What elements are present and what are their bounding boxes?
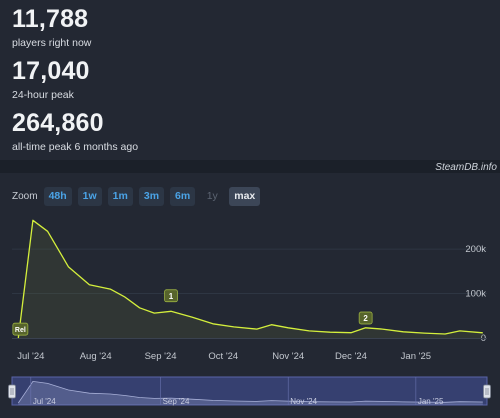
navigator-right-handle[interactable] (483, 384, 491, 399)
x-tick-label: Nov '24 (272, 351, 304, 362)
zoom-1w-button[interactable]: 1w (77, 186, 102, 206)
y-tick-label: 200k (465, 244, 486, 255)
navigator-series-line (17, 380, 483, 404)
annotation-label: 1 (169, 292, 174, 301)
annotation-box (12, 322, 29, 336)
zoom-1y-button: 1y (206, 190, 218, 202)
chart-panel: Zoom 48h 1w 1m 3m 6m 1y max 0 100k 200k Jul '24 Au… (0, 173, 500, 418)
current-players-label: players right now (12, 37, 92, 49)
annotation-flag[interactable]: 1 (164, 289, 178, 303)
zoom-3m-button[interactable]: 3m (138, 186, 165, 206)
series-area (18, 220, 483, 338)
all-time-peak-value: 264,860 (12, 109, 104, 137)
steamdb-credit-link[interactable]: SteamDB.info (435, 162, 497, 173)
current-players-stat: 11,788 players right now (12, 5, 92, 50)
zoom-48h-button[interactable]: 48h (43, 186, 72, 206)
zoom-label: Zoom (12, 190, 38, 202)
navigator-left-handle[interactable] (8, 384, 16, 399)
current-players-value: 11,788 (12, 5, 89, 33)
annotation-flag[interactable]: 2 (358, 311, 373, 325)
y-tick-label: 100k (465, 289, 486, 300)
zoom-bar: Zoom 48h 1w 1m 3m 6m 1y max (12, 186, 266, 206)
x-tick-label: Jul '24 (17, 351, 44, 362)
all-time-peak-label: all-time peak 6 months ago (12, 141, 139, 153)
annotation-label: Rel (15, 327, 26, 334)
day-peak-label: 24-hour peak (12, 89, 74, 101)
annotation-box (164, 289, 178, 303)
x-tick-label: Sep '24 (145, 351, 177, 362)
zoom-1m-button[interactable]: 1m (107, 186, 133, 206)
day-peak-value: 17,040 (12, 57, 90, 85)
day-peak-stat: 17,040 24-hour peak (12, 57, 90, 102)
navigator-tick-label: Sep '24 (163, 397, 190, 406)
annotation-flag[interactable]: Rel (12, 322, 29, 336)
x-tick-label: Dec '24 (335, 351, 367, 362)
stats-panel: 11,788 players right now 17,040 24-hour … (0, 0, 500, 160)
zoom-max-button[interactable]: max (229, 186, 261, 206)
series-line (17, 219, 483, 339)
x-tick-label: Jan '25 (401, 351, 431, 362)
all-time-peak-stat: 264,860 all-time peak 6 months ago (12, 109, 139, 154)
navigator-tick-label: Jan '25 (418, 397, 444, 406)
x-tick-label: Aug '24 (80, 351, 112, 362)
annotation-box (358, 311, 373, 325)
navigator-range (12, 377, 487, 405)
x-tick-label: Oct '24 (208, 351, 238, 362)
navigator-tick-label: Jul '24 (33, 397, 56, 406)
zoom-button-group: 48h 1w 1m 3m 6m 1y max (43, 186, 267, 206)
navigator-series-area (18, 381, 483, 405)
navigator-tick-label: Nov '24 (290, 397, 317, 406)
zoom-6m-button[interactable]: 6m (170, 186, 196, 206)
annotation-label: 2 (363, 314, 368, 323)
